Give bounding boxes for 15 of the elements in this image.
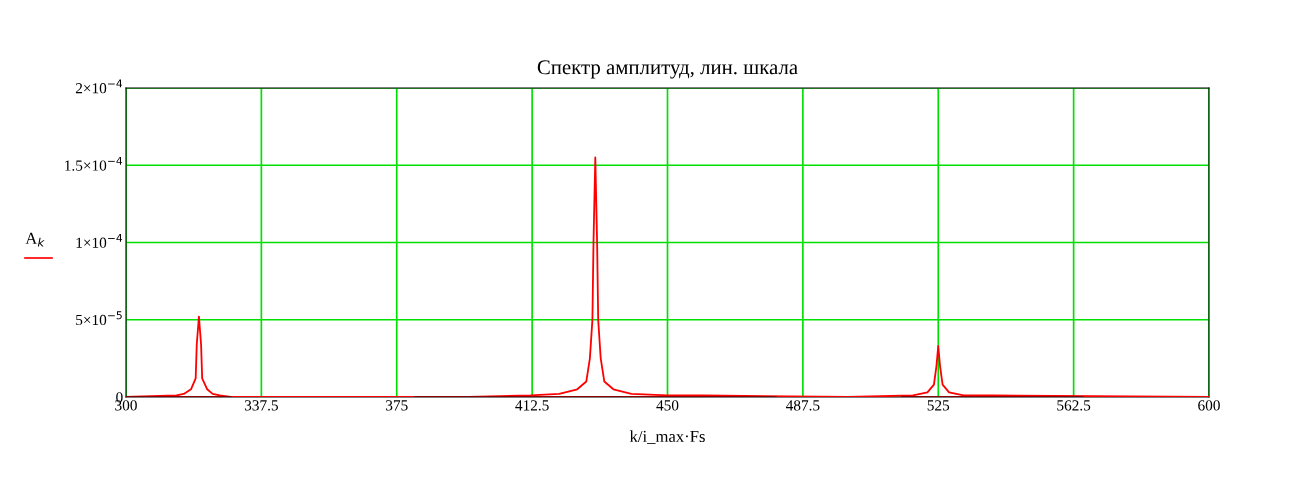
x-tick-label: 412.5	[515, 400, 549, 411]
x-tick-label: 337.5	[244, 400, 278, 411]
x-tick-label: 487.5	[785, 400, 820, 411]
x-tick-label: 525	[927, 400, 950, 411]
y-tick-label: 1.5×10$^{−4}$	[65, 156, 123, 171]
y-tick-label: 5×10$^{−5}$	[76, 311, 122, 326]
x-axis-title: k/i_max·Fs	[629, 430, 705, 445]
y-tick-label: 2×10$^{−4}$	[75, 79, 123, 94]
x-tick-label: 562.5	[1057, 400, 1091, 411]
y-tick-label: 1×10$^{−4}$	[76, 234, 123, 248]
x-tick-label: 450	[656, 400, 679, 411]
chart-title: Спектр амплитуд, лин. шкала	[537, 60, 798, 79]
x-tick-label: 375	[386, 400, 408, 411]
y-axis-title: A$_{k}$	[25, 232, 45, 247]
x-tick-label: 600	[1198, 400, 1220, 411]
